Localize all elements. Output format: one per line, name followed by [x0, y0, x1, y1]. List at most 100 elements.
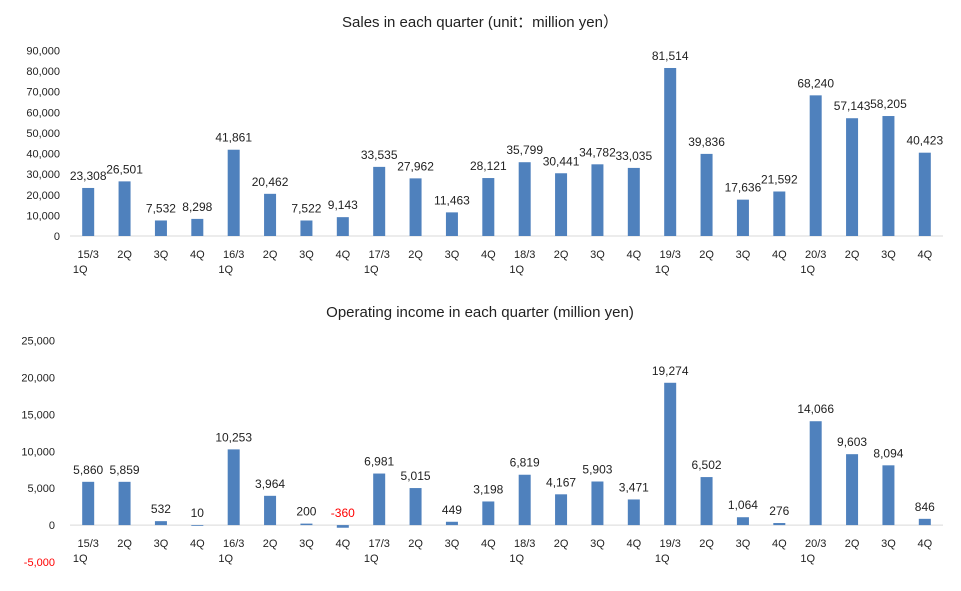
- bar: [118, 181, 131, 236]
- sales-y-axis: 0 10,000 20,000 30,000 40,000 50,000 60,000 70,…: [26, 46, 943, 243]
- data-label: -360: [331, 506, 355, 520]
- y-tick-label: 70,000: [26, 87, 60, 99]
- data-label: 23,308: [70, 169, 107, 183]
- bar: [664, 67, 677, 236]
- category-label: 2Q: [117, 538, 132, 550]
- data-label: 17,636: [725, 181, 762, 195]
- category-label: 2Q: [699, 538, 714, 550]
- y-tick-label: 20,000: [21, 372, 55, 384]
- category-label: 3Q: [736, 538, 751, 550]
- y-tick-label: -5,000: [24, 557, 55, 569]
- data-label: 9,603: [837, 435, 867, 449]
- bar: [591, 481, 604, 526]
- bar: [82, 187, 95, 236]
- category-label: 4Q: [481, 538, 496, 550]
- category-label: 3Q: [590, 538, 605, 550]
- bar: [373, 166, 386, 236]
- category-label: 4Q: [481, 249, 496, 261]
- bar: [882, 465, 895, 526]
- bar: [336, 217, 349, 236]
- bar: [882, 116, 895, 236]
- category-label: 17/3 1Q: [364, 249, 390, 276]
- category-label: 4Q: [335, 249, 350, 261]
- y-tick-label: 90,000: [26, 46, 60, 58]
- bar: [846, 118, 859, 236]
- bar: [445, 212, 458, 236]
- y-tick-label: 60,000: [26, 107, 60, 119]
- data-label: 19,274: [652, 364, 689, 378]
- bar: [518, 162, 531, 236]
- operating-income-y-axis: -5,000 0 5,000 10,000 15,000 20,000 25,000: [21, 336, 943, 569]
- y-tick-label: 50,000: [26, 128, 60, 140]
- data-label: 5,860: [73, 463, 103, 477]
- data-label: 33,535: [361, 148, 398, 162]
- category-label: 2Q: [554, 538, 569, 550]
- bar: [264, 193, 277, 236]
- y-tick-label: 15,000: [21, 409, 55, 421]
- bar: [445, 521, 458, 526]
- data-label: 200: [296, 505, 316, 519]
- category-label: 2Q: [554, 249, 569, 261]
- data-label: 57,143: [834, 99, 871, 113]
- category-label: 4Q: [335, 538, 350, 550]
- data-label: 5,015: [401, 469, 431, 483]
- bar: [846, 454, 859, 526]
- operating-income-chart: Operating income in each quarter (millio…: [21, 304, 943, 569]
- data-label: 26,501: [106, 162, 143, 176]
- category-label: 16/3 1Q: [218, 249, 244, 276]
- category-label: 20/3 1Q: [800, 249, 826, 276]
- data-label: 33,035: [615, 149, 652, 163]
- category-label: 3Q: [299, 538, 314, 550]
- data-label: 11,463: [434, 193, 470, 207]
- data-label: 7,522: [291, 201, 321, 215]
- category-label: 4Q: [772, 538, 787, 550]
- sales-chart: Sales in each quarter (unit：million yen）…: [26, 14, 943, 276]
- bar: [154, 521, 167, 526]
- bar: [300, 523, 313, 526]
- bar: [373, 473, 386, 526]
- data-label: 3,964: [255, 477, 285, 491]
- data-label: 8,298: [182, 200, 212, 214]
- category-label: 3Q: [881, 249, 896, 261]
- bar: [154, 220, 167, 236]
- operating-income-bars: [82, 382, 931, 528]
- data-label: 4,167: [546, 475, 576, 489]
- bar: [918, 152, 931, 236]
- bar: [627, 167, 640, 236]
- bar: [918, 518, 931, 526]
- data-label: 14,066: [797, 402, 834, 416]
- data-label: 532: [151, 502, 171, 516]
- y-tick-label: 0: [54, 231, 60, 243]
- data-label: 41,861: [215, 131, 252, 145]
- sales-x-axis: 15/3 1Q 2Q 3Q 4Q 16/3 1Q 2Q 3Q 4Q 17/3 1Q 2Q 3Q 4Q 18/3…: [73, 249, 933, 276]
- data-label: 6,819: [510, 456, 540, 470]
- bar: [191, 525, 204, 526]
- data-label: 30,441: [543, 154, 580, 168]
- y-tick-label: 10,000: [26, 210, 60, 222]
- bar: [664, 382, 677, 526]
- bar: [409, 178, 422, 236]
- category-label: 4Q: [917, 538, 932, 550]
- bar: [736, 517, 749, 526]
- data-label: 39,836: [688, 135, 725, 149]
- sales-bars: [82, 67, 931, 236]
- category-label: 17/3 1Q: [364, 538, 390, 565]
- bar: [627, 499, 640, 526]
- category-label: 3Q: [154, 538, 169, 550]
- data-label: 9,143: [328, 198, 358, 212]
- category-label: 3Q: [445, 249, 460, 261]
- category-label: 4Q: [190, 249, 205, 261]
- category-label: 3Q: [736, 249, 751, 261]
- data-label: 5,859: [110, 463, 140, 477]
- category-label: 3Q: [154, 249, 169, 261]
- y-tick-label: 30,000: [26, 169, 60, 181]
- data-label: 10,253: [215, 430, 252, 444]
- category-label: 19/3 1Q: [655, 249, 681, 276]
- data-label: 6,981: [364, 455, 394, 469]
- category-label: 2Q: [263, 249, 278, 261]
- bar: [736, 199, 749, 236]
- operating-income-chart-title: Operating income in each quarter (millio…: [326, 304, 634, 321]
- y-tick-label: 0: [49, 520, 55, 532]
- category-label: 18/3 1Q: [509, 249, 535, 276]
